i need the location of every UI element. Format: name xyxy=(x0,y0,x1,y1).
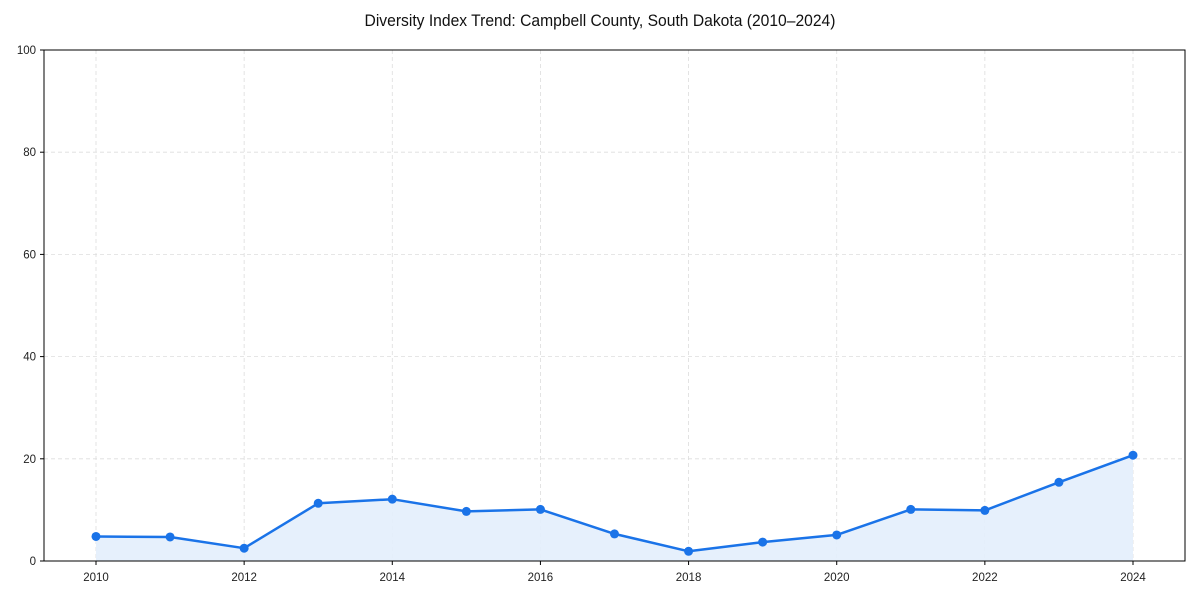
x-tick-label: 2022 xyxy=(972,572,998,584)
x-tick-label: 2016 xyxy=(528,572,554,584)
x-tick-label: 2020 xyxy=(824,572,850,584)
y-tick-label: 80 xyxy=(23,147,36,159)
data-point xyxy=(165,532,175,542)
area-fill xyxy=(96,455,1133,561)
x-tick-label: 2018 xyxy=(676,572,702,584)
plot-frame xyxy=(43,49,1186,562)
data-point xyxy=(461,506,471,516)
data-point xyxy=(610,529,619,539)
x-tick-label: 2014 xyxy=(379,572,405,584)
x-tick-label: 2012 xyxy=(231,572,257,584)
chart-title: Diversity Index Trend: Campbell County, … xyxy=(364,11,836,30)
grid-lines xyxy=(44,49,1185,562)
data-point xyxy=(1054,477,1064,487)
x-tick-label: 2024 xyxy=(1120,572,1146,584)
y-tick-label: 60 xyxy=(23,249,36,261)
data-point xyxy=(387,494,397,504)
x-axis-ticks: 2010 2012 2014 2016 2018 2020 2022 2024 xyxy=(83,561,1146,584)
data-point xyxy=(313,498,323,508)
y-tick-label: 20 xyxy=(23,454,36,466)
data-point xyxy=(535,504,545,514)
data-point xyxy=(91,531,101,541)
data-point xyxy=(906,504,916,514)
data-point xyxy=(684,546,694,556)
data-point xyxy=(832,530,842,540)
data-point xyxy=(758,537,768,547)
data-point xyxy=(239,543,249,553)
y-axis-ticks: 0 20 40 60 80 100 xyxy=(17,45,44,568)
x-tick-label: 2010 xyxy=(83,572,109,584)
data-points xyxy=(91,450,1138,556)
data-point xyxy=(1128,450,1138,460)
y-tick-label: 100 xyxy=(17,45,36,57)
y-tick-label: 0 xyxy=(30,556,36,568)
y-tick-label: 40 xyxy=(23,352,36,364)
data-point xyxy=(980,505,990,515)
